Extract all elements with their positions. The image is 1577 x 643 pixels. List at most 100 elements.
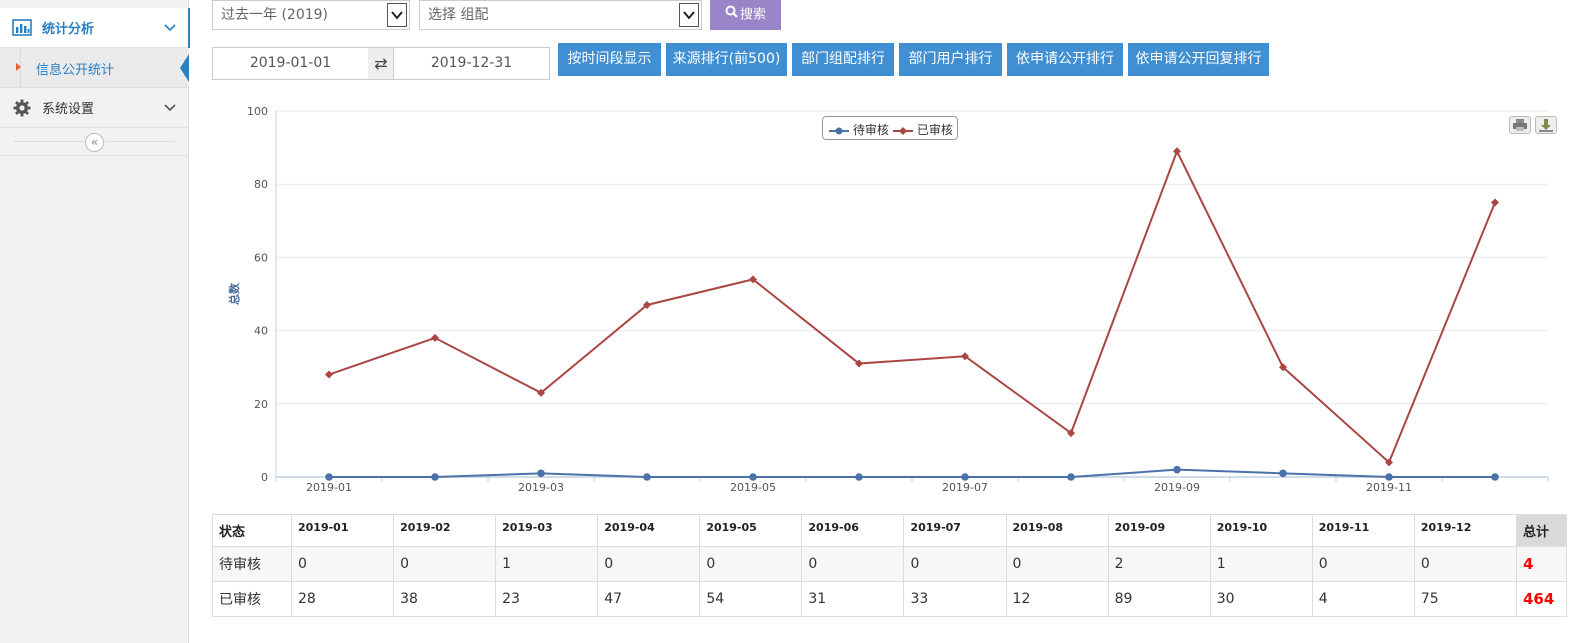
table-cell: 1 (495, 546, 599, 582)
group-select[interactable]: 选择 组配 (419, 0, 702, 30)
collapse-sidebar-icon[interactable]: « (85, 133, 104, 152)
date-from-input[interactable]: 2019-01-01 (212, 47, 369, 80)
legend-item-pending[interactable]: 待审核 (829, 121, 889, 138)
export-chart-button[interactable] (1535, 116, 1557, 134)
header-state: 状态 (212, 514, 292, 547)
legend-label: 待审核 (852, 123, 889, 137)
data-point (431, 473, 439, 481)
sidebar-item-label: 信息公开统计 (36, 63, 115, 78)
y-tick-label: 0 (261, 471, 268, 484)
request-reply-rank-button[interactable]: 依申请公开回复排行 (1128, 43, 1269, 76)
sidebar-collapse: « (0, 128, 189, 156)
data-point (1067, 473, 1075, 481)
data-point (537, 469, 545, 478)
header-month: 2019-09 (1107, 514, 1211, 547)
header-total: 总计 (1516, 514, 1567, 547)
data-point (325, 370, 333, 379)
data-point (1067, 429, 1075, 438)
sidebar-group-stats[interactable]: 统计分析 (0, 8, 189, 48)
data-point (855, 473, 863, 481)
data-point (1279, 469, 1287, 478)
data-point (325, 473, 333, 481)
sidebar-group-label: 统计分析 (42, 22, 95, 37)
header-month: 2019-01 (290, 514, 395, 547)
header-month: 2019-11 (1311, 514, 1415, 547)
dept-user-rank-button[interactable]: 部门用户排行 (899, 43, 1002, 76)
sidebar-item-info-stats[interactable]: 信息公开统计 (0, 48, 189, 88)
table-cell: 30 (1209, 581, 1313, 617)
x-tick-label: 2019-07 (942, 481, 988, 494)
header-month: 2019-05 (699, 514, 803, 547)
sidebar: 统计分析 信息公开统计 (0, 0, 190, 643)
table-cell: 47 (597, 581, 701, 617)
table-cell: 0 (801, 546, 905, 582)
request-rank-button[interactable]: 依申请公开排行 (1007, 43, 1123, 76)
data-point (1173, 147, 1181, 156)
data-point (961, 473, 969, 481)
header-month: 2019-02 (393, 514, 497, 547)
row-label: 已审核 (212, 581, 292, 617)
data-point (961, 352, 969, 361)
table-cell: 0 (903, 546, 1007, 582)
chevron-down-icon (163, 20, 177, 34)
data-point (749, 275, 757, 284)
source-rank-button[interactable]: 来源排行(前500) (666, 43, 787, 76)
row-total: 464 (1516, 581, 1567, 617)
bar-chart-icon (12, 18, 32, 38)
table-cell: 0 (597, 546, 701, 582)
x-tick-label: 2019-09 (1154, 481, 1200, 494)
legend-swatch-pending (829, 127, 849, 134)
group-select-placeholder: 选择 组配 (428, 7, 489, 23)
header-month: 2019-10 (1209, 514, 1313, 547)
table-cell: 38 (393, 581, 497, 617)
header-month: 2019-03 (495, 514, 599, 547)
dept-group-rank-button[interactable]: 部门组配排行 (792, 43, 894, 76)
series-line-2 (328, 148, 1496, 465)
print-chart-button[interactable] (1509, 116, 1531, 134)
header-month: 2019-08 (1005, 514, 1109, 547)
table-cell: 0 (393, 546, 497, 582)
period-select[interactable]: 过去一年 (2019) (212, 0, 410, 30)
legend-label: 已审核 (916, 123, 953, 137)
caret-right-icon (16, 63, 21, 71)
table-cell: 31 (801, 581, 905, 617)
table-cell: 0 (1311, 546, 1415, 582)
divider (14, 141, 84, 142)
dropdown-arrow-icon (387, 3, 407, 27)
header-month: 2019-04 (597, 514, 701, 547)
table-cell: 0 (1413, 546, 1518, 582)
row-total: 4 (1516, 546, 1567, 582)
data-point (431, 333, 439, 342)
chevron-down-icon (163, 100, 177, 114)
table-cell: 0 (699, 546, 803, 582)
table-cell: 89 (1107, 581, 1211, 617)
data-point (1385, 473, 1393, 481)
data-point (643, 473, 651, 481)
date-to-input[interactable]: 2019-12-31 (393, 47, 550, 80)
data-point (855, 359, 863, 368)
search-button[interactable]: 搜索 (710, 0, 781, 30)
table-cell: 23 (495, 581, 599, 617)
swap-icon: ⇄ (368, 47, 394, 80)
x-tick-label: 2019-11 (1366, 481, 1412, 494)
download-icon (1539, 119, 1553, 132)
y-tick-label: 80 (254, 178, 268, 191)
printer-icon (1513, 119, 1527, 131)
sidebar-group-settings[interactable]: 系统设置 (0, 88, 189, 128)
dropdown-arrow-icon (679, 3, 699, 27)
legend-item-approved[interactable]: 已审核 (893, 121, 953, 138)
table-cell: 54 (699, 581, 803, 617)
table-cell: 4 (1311, 581, 1415, 617)
header-month: 2019-07 (903, 514, 1007, 547)
line-chart: 0 20 40 60 80 100 2019-01 2019-03 2019-05 2019-07… (227, 105, 1549, 494)
data-point (537, 388, 545, 397)
search-icon (725, 0, 738, 30)
x-tick-label: 2019-05 (730, 481, 776, 494)
search-button-label: 搜索 (739, 7, 766, 23)
y-tick-label: 60 (254, 251, 268, 264)
by-period-button[interactable]: 按时间段显示 (558, 43, 661, 76)
data-point (1385, 458, 1393, 467)
data-point (1491, 473, 1499, 481)
table-row: 待审核 0 0 1 0 0 0 0 0 2 1 0 0 4 (212, 546, 1567, 582)
y-tick-label: 100 (247, 105, 268, 118)
